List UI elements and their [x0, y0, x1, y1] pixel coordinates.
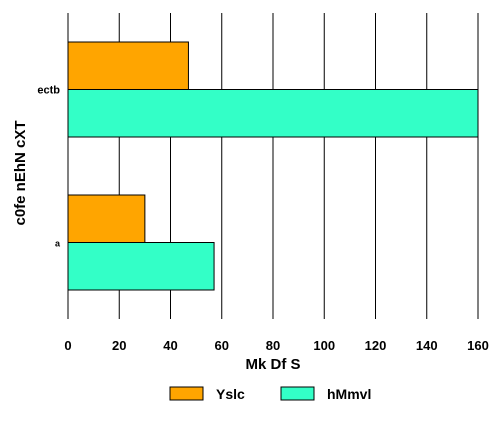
- legend-swatch: [169, 386, 204, 401]
- bar-hMmvl-a: [67, 242, 215, 291]
- x-axis-title: Mk Df S: [245, 356, 300, 373]
- legend-swatch: [280, 386, 315, 401]
- category-labels: ectb a: [37, 85, 61, 249]
- bar-Yslc-ectb: [67, 41, 189, 90]
- bar-hMmvl-ectb: [67, 89, 479, 138]
- x-tick-labels: 0 20 40 60 80 100 120 140 160: [64, 338, 488, 353]
- legend-label: hMmvl: [327, 386, 371, 402]
- x-tick-label: 120: [365, 338, 387, 353]
- category-label: ectb: [37, 85, 60, 97]
- x-tick-label: 60: [215, 338, 229, 353]
- x-tick-label: 100: [313, 338, 335, 353]
- y-axis-title: c0fe nEhN cXT: [12, 120, 29, 225]
- x-tick-label: 40: [163, 338, 177, 353]
- x-tick-label: 160: [467, 338, 489, 353]
- bar-Yslc-a: [67, 194, 146, 243]
- category-label: a: [55, 239, 61, 249]
- x-tick-label: 20: [112, 338, 126, 353]
- legend-label: Yslc: [216, 386, 245, 402]
- x-tick-label: 140: [416, 338, 438, 353]
- bars: [67, 41, 479, 291]
- x-tick-label: 0: [64, 338, 71, 353]
- legend: Yslc hMmvl: [169, 386, 371, 402]
- x-tick-label: 80: [266, 338, 280, 353]
